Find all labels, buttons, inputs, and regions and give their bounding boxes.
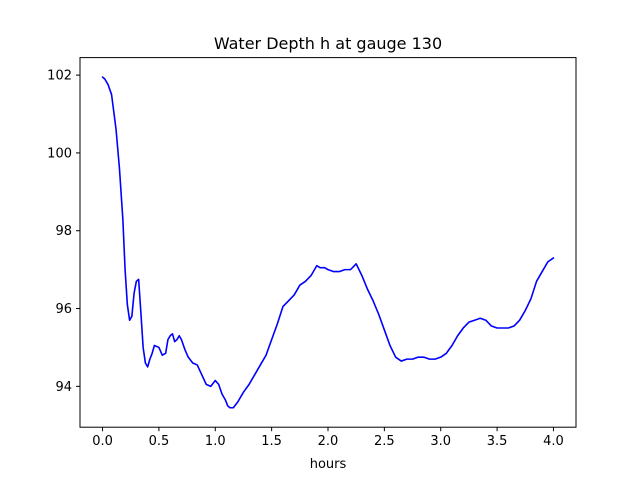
x-tick-label: 4.0 [543,434,564,449]
y-tick-label: 96 [55,302,72,317]
x-tick-label: 3.0 [430,434,451,449]
y-tick-label: 98 [55,224,72,239]
x-tick-label: 2.5 [374,434,395,449]
x-axis: 0.0 0.5 1.0 1.5 2.0 2.5 3.0 3.5 4.0 [92,427,564,449]
series-layer [101,76,555,409]
x-axis-label: hours [310,457,347,472]
y-tick-label: 102 [47,69,72,84]
x-tick-label: 0.5 [149,434,170,449]
y-tick-label: 94 [55,380,72,395]
x-tick-label: 3.5 [487,434,508,449]
chart-title: Water Depth h at gauge 130 [214,34,442,53]
series-line-0 [101,76,555,409]
x-tick-label: 2.0 [318,434,339,449]
y-tick-label: 100 [47,146,72,161]
x-tick-label: 1.5 [261,434,282,449]
x-tick-label: 0.0 [92,434,113,449]
x-tick-label: 1.0 [205,434,226,449]
y-axis: 94 96 98 100 102 [47,69,80,395]
